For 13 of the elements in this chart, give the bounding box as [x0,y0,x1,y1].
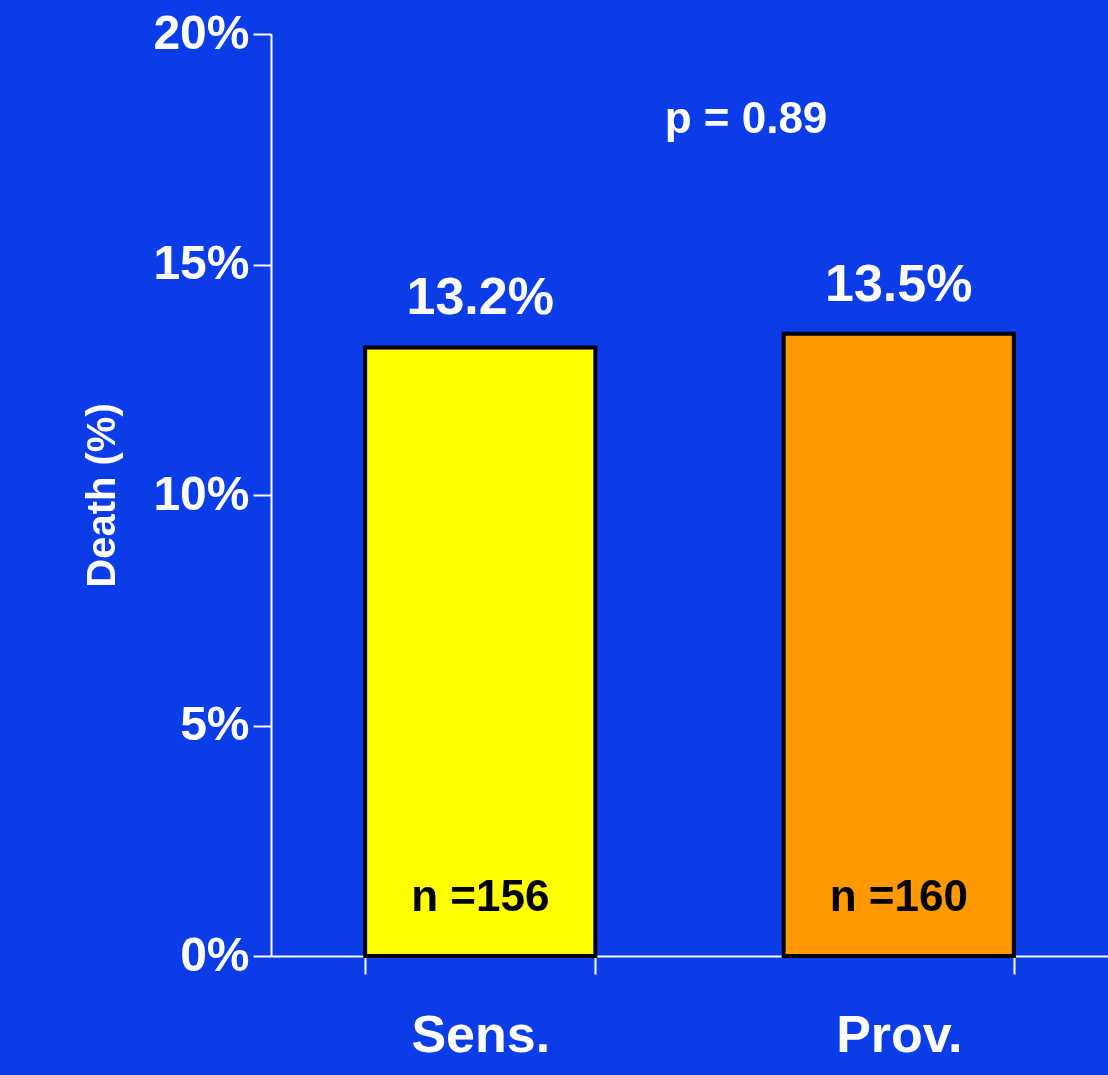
y-tick-label: 5% [180,697,250,750]
y-tick-label: 0% [180,927,250,981]
x-tick-label: Prov. [836,1004,963,1063]
y-axis-title: Death (%) [79,403,124,588]
data-label: 13.2% [406,267,554,326]
y-tick-label: 20% [153,5,250,59]
y-tick-label: 10% [153,466,250,520]
data-label: 13.5% [825,253,973,312]
x-tick-label: Sens. [411,1004,551,1063]
annotation: p = 0.89 [664,93,828,142]
y-tick-label: 15% [153,236,250,289]
annotation: n =160 [829,871,968,920]
annotation: n =156 [411,871,550,920]
